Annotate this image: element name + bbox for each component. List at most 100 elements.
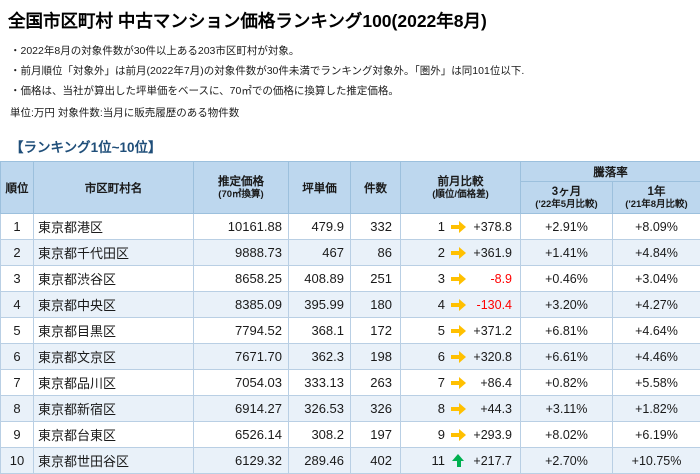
change-1year-cell: +1.82% xyxy=(613,396,700,422)
tsubo-cell: 308.2 xyxy=(289,422,351,448)
rank-cell: 5 xyxy=(1,318,34,344)
table-row: 1 東京都港区 10161.88 479.9 332 1+378.8 +2.91… xyxy=(1,214,700,240)
change-1year-cell: +8.09% xyxy=(613,214,700,240)
trend-arrow-icon xyxy=(451,428,466,441)
change-3month-cell: +6.81% xyxy=(521,318,613,344)
rank-cell: 8 xyxy=(1,396,34,422)
rank-cell: 1 xyxy=(1,214,34,240)
header-3month: 3ヶ月 ('22年5月比較) xyxy=(521,182,613,214)
price-diff: +44.3 xyxy=(480,402,512,416)
tsubo-cell: 408.89 xyxy=(289,266,351,292)
rank-cell: 2 xyxy=(1,240,34,266)
prev-month-cell: 1 +378.8 xyxy=(401,214,521,240)
tsubo-cell: 467 xyxy=(289,240,351,266)
prev-month-wrap: 1 +378.8 xyxy=(427,214,512,239)
prev-month-wrap: 3 -8.9 xyxy=(427,266,512,291)
prev-rank: 1 xyxy=(427,219,445,234)
city-cell: 東京都文京区 xyxy=(34,344,194,370)
change-3month-cell: +2.91% xyxy=(521,214,613,240)
prev-rank: 5 xyxy=(427,323,445,338)
city-cell: 東京都品川区 xyxy=(34,370,194,396)
count-cell: 180 xyxy=(351,292,401,318)
header-city: 市区町村名 xyxy=(34,162,194,214)
prev-rank: 7 xyxy=(427,375,445,390)
rank-cell: 6 xyxy=(1,344,34,370)
tsubo-cell: 326.53 xyxy=(289,396,351,422)
header-1year-sub: ('21年8月比較) xyxy=(613,199,700,210)
prev-month-cell: 9 +293.9 xyxy=(401,422,521,448)
header-count: 件数 xyxy=(351,162,401,214)
change-1year-cell: +6.19% xyxy=(613,422,700,448)
header-rank: 順位 xyxy=(1,162,34,214)
price-diff: +293.9 xyxy=(473,428,512,442)
rank-cell: 9 xyxy=(1,422,34,448)
prev-rank: 8 xyxy=(427,401,445,416)
change-1year-cell: +3.04% xyxy=(613,266,700,292)
trend-arrow-icon xyxy=(451,298,466,311)
tsubo-cell: 362.3 xyxy=(289,344,351,370)
header-price-sub: (70㎡換算) xyxy=(194,189,288,200)
prev-month-cell: 5+371.2 xyxy=(401,318,521,344)
header-3month-sub: ('22年5月比較) xyxy=(521,199,612,210)
trend-arrow-icon xyxy=(451,350,466,363)
header-prev-month: 前月比較 (順位/価格差) xyxy=(401,162,521,214)
price-diff: +320.8 xyxy=(473,350,512,364)
note-line-1: ・2022年8月の対象件数が30件以上ある203市区町村が対象。 xyxy=(10,45,692,58)
trend-arrow-icon xyxy=(451,324,466,337)
change-3month-cell: +3.11% xyxy=(521,396,613,422)
header-1year: 1年 ('21年8月比較) xyxy=(613,182,700,214)
prev-month-wrap: 2+361.9 xyxy=(427,240,512,265)
prev-month-cell: 4 -130.4 xyxy=(401,292,521,318)
table-row: 8 東京都新宿区 6914.27 326.53 326 8+44.3 +3.11… xyxy=(1,396,700,422)
count-cell: 198 xyxy=(351,344,401,370)
table-row: 3 東京都渋谷区 8658.25 408.89 251 3-8.9 +0.46%… xyxy=(1,266,700,292)
change-3month-cell: +3.20% xyxy=(521,292,613,318)
price-diff: +378.8 xyxy=(473,220,512,234)
header-price: 推定価格 (70㎡換算) xyxy=(194,162,289,214)
rank-cell: 4 xyxy=(1,292,34,318)
prev-month-wrap: 7+86.4 xyxy=(427,370,512,395)
ranking-table: 順位 市区町村名 推定価格 (70㎡換算) 坪単価 件数 前月比較 (順位/価格… xyxy=(0,161,700,474)
trend-arrow-icon xyxy=(451,272,466,285)
header-prev-month-sub: (順位/価格差) xyxy=(401,189,520,200)
city-cell: 東京都千代田区 xyxy=(34,240,194,266)
trend-arrow-icon xyxy=(451,220,466,233)
city-cell: 東京都中央区 xyxy=(34,292,194,318)
prev-rank: 9 xyxy=(427,427,445,442)
section-title: 【ランキング1位~10位】 xyxy=(10,136,692,156)
note-line-2: ・前月順位「対象外」は前月(2022年7月)の対象件数が30件未満でランキング対… xyxy=(10,65,692,78)
change-3month-cell: +0.82% xyxy=(521,370,613,396)
table-row: 9 東京都台東区 6526.14 308.2 197 9+293.9 +8.02… xyxy=(1,422,700,448)
page-title: 全国市区町村 中古マンション価格ランキング100(2022年8月) xyxy=(8,8,692,33)
tsubo-cell: 479.9 xyxy=(289,214,351,240)
change-3month-cell: +6.61% xyxy=(521,344,613,370)
price-cell: 6526.14 xyxy=(194,422,289,448)
unit-note: 単位:万円 対象件数:当月に販売履歴のある物件数 xyxy=(10,105,692,120)
price-diff: +361.9 xyxy=(473,246,512,260)
city-cell: 東京都目黒区 xyxy=(34,318,194,344)
count-cell: 86 xyxy=(351,240,401,266)
prev-month-wrap: 6 +320.8 xyxy=(427,344,512,369)
price-diff: +217.7 xyxy=(473,454,512,468)
prev-rank: 3 xyxy=(427,271,445,286)
report-header-block: 全国市区町村 中古マンション価格ランキング100(2022年8月) ・2022年… xyxy=(0,0,700,156)
price-cell: 8658.25 xyxy=(194,266,289,292)
price-cell: 8385.09 xyxy=(194,292,289,318)
prev-rank: 6 xyxy=(427,349,445,364)
header-price-main: 推定価格 xyxy=(194,175,288,189)
table-row: 7 東京都品川区 7054.03 333.13 263 7+86.4 +0.82… xyxy=(1,370,700,396)
change-1year-cell: +5.58% xyxy=(613,370,700,396)
note-line-3: ・価格は、当社が算出した坪単価をベースに、70㎡での価格に換算した推定価格。 xyxy=(10,85,692,98)
trend-arrow-icon xyxy=(451,402,466,415)
price-cell: 7054.03 xyxy=(194,370,289,396)
change-3month-cell: +1.41% xyxy=(521,240,613,266)
price-diff: -130.4 xyxy=(477,298,512,312)
city-cell: 東京都新宿区 xyxy=(34,396,194,422)
price-diff: -8.9 xyxy=(490,272,512,286)
trend-arrow-icon xyxy=(451,454,466,467)
change-3month-cell: +8.02% xyxy=(521,422,613,448)
prev-rank: 4 xyxy=(427,297,445,312)
table-row: 2 東京都千代田区 9888.73 467 86 2+361.9 +1.41% … xyxy=(1,240,700,266)
rank-cell: 3 xyxy=(1,266,34,292)
